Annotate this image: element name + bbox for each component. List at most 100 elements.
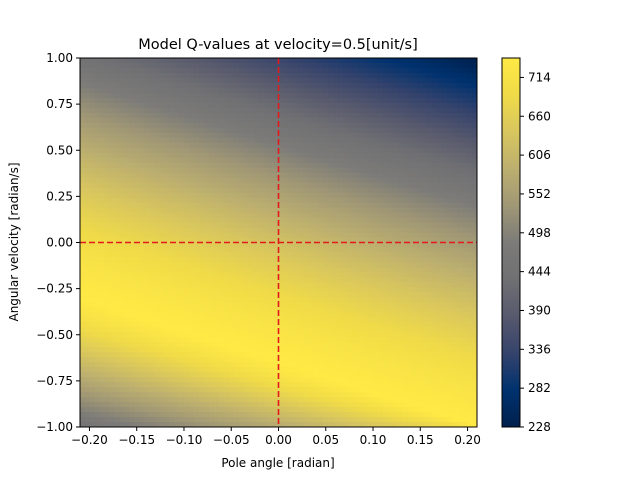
heatmap-cell xyxy=(303,312,309,318)
heatmap-cell xyxy=(124,202,131,209)
heatmap-cell xyxy=(243,422,250,427)
heatmap-cell xyxy=(313,167,319,174)
heatmap-cell xyxy=(213,362,220,368)
heatmap-cell xyxy=(283,152,290,159)
heatmap-cell xyxy=(144,362,151,368)
heatmap-cell xyxy=(372,357,379,363)
heatmap-cell xyxy=(169,342,175,348)
heatmap-cell xyxy=(179,237,185,244)
heatmap-cell xyxy=(263,317,270,323)
heatmap-cell xyxy=(402,347,409,353)
heatmap-cell xyxy=(159,292,165,298)
heatmap-cell xyxy=(134,292,141,298)
heatmap-cell xyxy=(273,277,280,283)
heatmap-cell xyxy=(99,347,106,353)
heatmap-cell xyxy=(333,62,339,69)
heatmap-cell xyxy=(89,82,96,89)
heatmap-cell xyxy=(412,177,419,184)
heatmap-cell xyxy=(323,92,329,99)
heatmap-cell xyxy=(362,377,369,383)
heatmap-cell xyxy=(273,317,280,323)
heatmap-cell xyxy=(104,332,111,338)
heatmap-cell xyxy=(318,182,324,189)
heatmap-cell xyxy=(223,222,230,229)
heatmap-cell xyxy=(253,217,260,224)
heatmap-cell xyxy=(357,147,364,154)
heatmap-cell xyxy=(109,332,116,338)
heatmap-cell xyxy=(213,162,220,169)
heatmap-cell xyxy=(268,137,275,144)
heatmap-cell xyxy=(318,62,324,69)
heatmap-cell xyxy=(258,422,265,427)
heatmap-cell xyxy=(238,167,245,174)
heatmap-cell xyxy=(80,142,86,149)
heatmap-cell xyxy=(109,267,116,274)
heatmap-cell xyxy=(169,402,175,408)
heatmap-cell xyxy=(179,97,185,104)
heatmap-cell xyxy=(303,372,309,378)
heatmap-cell xyxy=(352,252,359,259)
heatmap-cell xyxy=(99,162,106,169)
heatmap-cell xyxy=(347,367,354,373)
heatmap-cell xyxy=(218,367,225,373)
heatmap-cell xyxy=(392,407,399,413)
heatmap-cell xyxy=(392,232,399,239)
heatmap-cell xyxy=(308,97,314,104)
heatmap-cell xyxy=(129,392,136,398)
heatmap-cell xyxy=(382,167,389,174)
heatmap-cell xyxy=(134,162,141,169)
heatmap-cell xyxy=(174,77,180,84)
heatmap-cell xyxy=(323,102,329,109)
heatmap-cell xyxy=(159,127,165,134)
heatmap-cell xyxy=(154,282,160,288)
heatmap-cell xyxy=(298,362,304,368)
heatmap-cell xyxy=(129,227,136,234)
heatmap-cell xyxy=(293,237,299,244)
heatmap-cell xyxy=(338,112,344,119)
heatmap-cell xyxy=(313,117,319,124)
heatmap-cell xyxy=(189,172,195,179)
heatmap-cell xyxy=(298,277,304,283)
heatmap-cell xyxy=(184,242,190,249)
heatmap-cell xyxy=(278,347,285,353)
heatmap-cell xyxy=(377,277,384,283)
heatmap-cell xyxy=(159,147,165,154)
heatmap-cell xyxy=(174,417,180,423)
heatmap-cell xyxy=(104,347,111,353)
heatmap-cell xyxy=(84,257,91,264)
heatmap-cell xyxy=(109,392,116,398)
heatmap-cell xyxy=(318,247,324,254)
heatmap-cell xyxy=(94,292,101,298)
heatmap-cell xyxy=(318,232,324,239)
heatmap-cell xyxy=(228,87,235,94)
heatmap-cell xyxy=(318,302,324,308)
heatmap-cell xyxy=(189,287,195,293)
heatmap-cell xyxy=(313,87,319,94)
heatmap-cell xyxy=(238,272,245,279)
heatmap-cell xyxy=(194,107,200,114)
heatmap-cell xyxy=(184,257,190,264)
heatmap-cell xyxy=(278,292,285,298)
heatmap-cell xyxy=(109,87,116,94)
heatmap-cell xyxy=(174,162,180,169)
heatmap-cell xyxy=(154,172,160,179)
heatmap-cell xyxy=(402,177,409,184)
heatmap-cell xyxy=(377,112,384,119)
heatmap-cell xyxy=(263,217,270,224)
heatmap-cell xyxy=(159,412,165,418)
heatmap-cell xyxy=(298,137,304,144)
heatmap-cell xyxy=(407,232,414,239)
heatmap-cell xyxy=(397,152,404,159)
heatmap-cell xyxy=(318,317,324,323)
heatmap-cell xyxy=(273,387,280,393)
heatmap-cell xyxy=(392,387,399,393)
heatmap-cell xyxy=(372,382,379,388)
heatmap-cell xyxy=(338,307,344,313)
heatmap-cell xyxy=(298,147,304,154)
heatmap-cell xyxy=(243,267,250,274)
heatmap-cell xyxy=(318,262,324,269)
heatmap-cell xyxy=(159,227,165,234)
heatmap-cell xyxy=(194,87,200,94)
heatmap-cell xyxy=(343,147,349,154)
heatmap-cell xyxy=(213,82,220,89)
